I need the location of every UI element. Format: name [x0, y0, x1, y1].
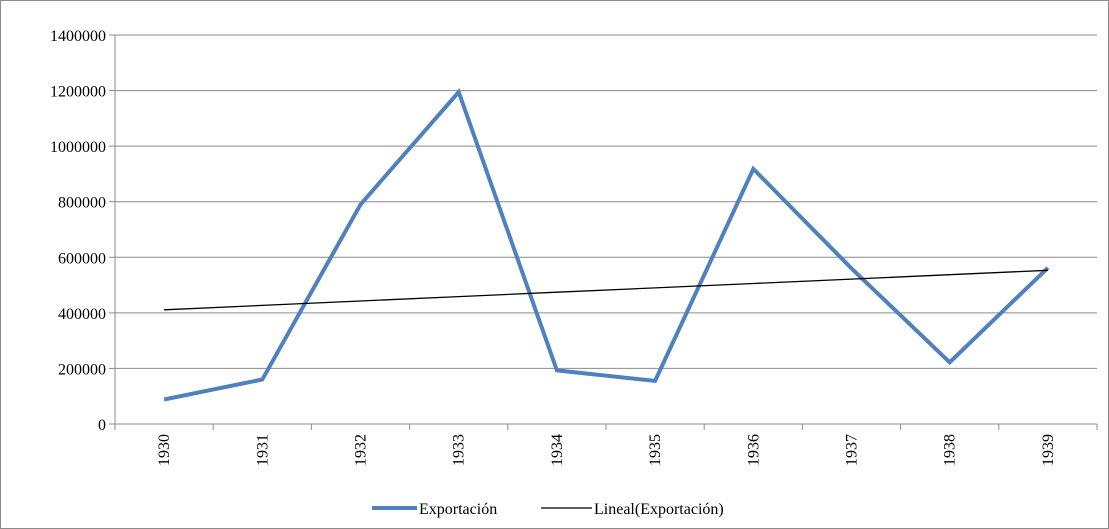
x-axis — [114, 35, 1098, 430]
series-lines — [163, 88, 1050, 402]
x-tick-label: 1933 — [451, 434, 468, 466]
x-tick-label: 1930 — [156, 434, 173, 466]
y-tick-label: 1400000 — [50, 28, 106, 45]
x-tick-label: 1936 — [745, 434, 762, 466]
y-axis-ticks: 0 200000 400000 600000 800000 1000000 1200000 1… — [50, 28, 115, 434]
x-tick-label: 1931 — [254, 434, 271, 466]
y-tick-label: 400000 — [58, 306, 106, 323]
trendline-lineal-exportacion — [164, 269, 1048, 311]
legend: Exportación Lineal(Exportación) — [372, 501, 724, 518]
x-tick-label: 1937 — [844, 434, 861, 466]
legend-label-lineal: Lineal(Exportación) — [594, 501, 724, 518]
series-line-exportacion — [163, 88, 1050, 402]
grid-lines — [115, 34, 1097, 369]
x-tick-label: 1939 — [1040, 434, 1057, 466]
x-tick-label: 1934 — [549, 434, 566, 466]
y-tick-label: 0 — [98, 417, 106, 434]
x-tick-label: 1932 — [353, 434, 370, 466]
y-tick-label: 600000 — [58, 250, 106, 267]
y-tick-label: 1000000 — [50, 139, 106, 156]
x-tick-label: 1935 — [647, 434, 664, 466]
y-tick-label: 1200000 — [50, 84, 106, 101]
x-tick-label: 1938 — [942, 434, 959, 466]
y-tick-label: 800000 — [58, 195, 106, 212]
y-tick-label: 200000 — [58, 361, 106, 378]
legend-label-exportacion: Exportación — [419, 501, 497, 518]
x-axis-ticks: 1930 1931 1932 1933 1934 1935 1936 1937 1938 1939 — [156, 434, 1057, 466]
